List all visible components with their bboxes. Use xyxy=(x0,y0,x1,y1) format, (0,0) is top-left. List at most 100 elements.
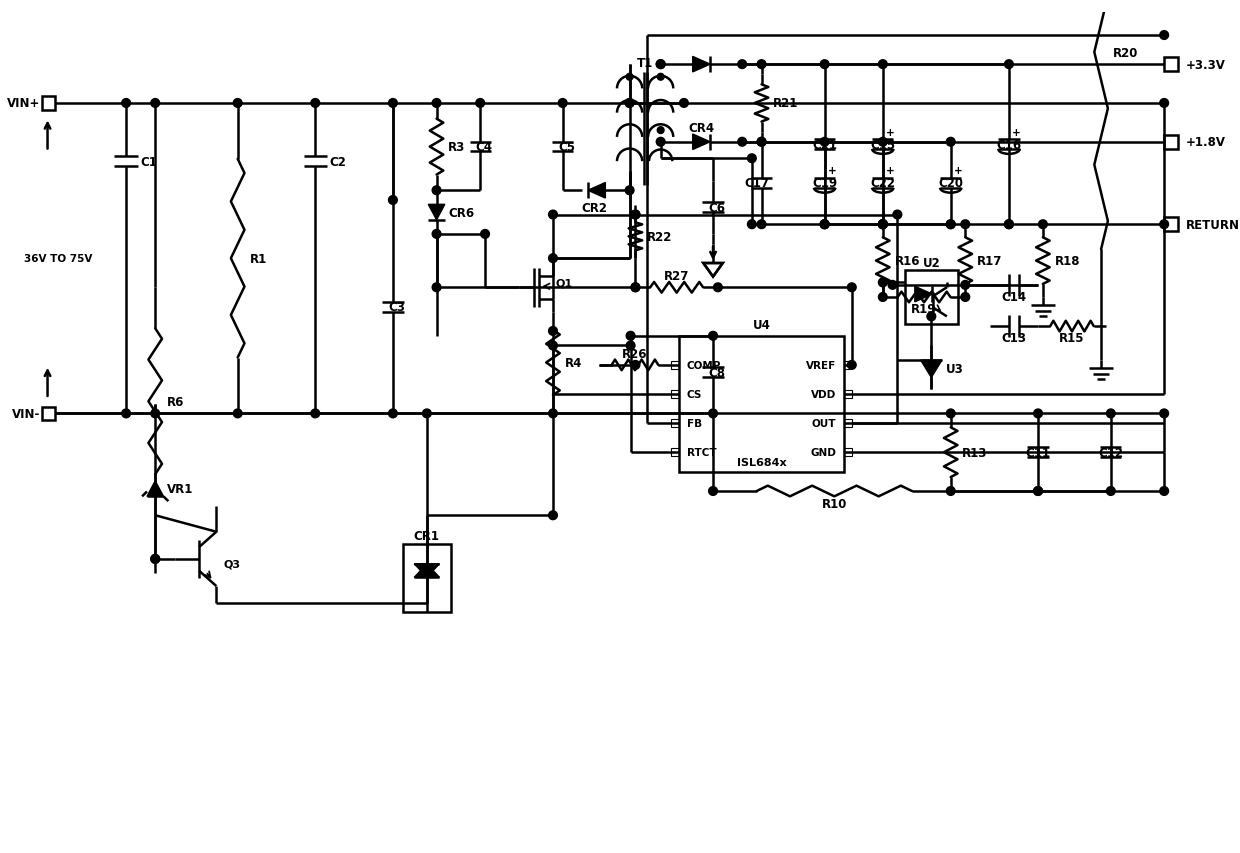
Circle shape xyxy=(548,211,557,219)
Circle shape xyxy=(878,221,887,229)
Text: VREF: VREF xyxy=(806,361,836,370)
Text: +: + xyxy=(1012,127,1021,137)
Circle shape xyxy=(709,487,718,496)
Circle shape xyxy=(1004,61,1013,69)
Circle shape xyxy=(1034,487,1043,496)
Polygon shape xyxy=(414,564,439,577)
Circle shape xyxy=(558,100,567,108)
Circle shape xyxy=(548,254,557,264)
Text: C1: C1 xyxy=(140,155,157,168)
Text: CR1: CR1 xyxy=(414,530,440,543)
Circle shape xyxy=(878,279,887,287)
Text: OUT: OUT xyxy=(812,419,836,428)
Text: Q1: Q1 xyxy=(556,278,573,288)
Circle shape xyxy=(878,221,887,229)
Circle shape xyxy=(433,283,441,293)
Circle shape xyxy=(423,409,432,418)
Circle shape xyxy=(311,409,320,418)
Circle shape xyxy=(946,487,955,496)
Circle shape xyxy=(847,361,856,370)
Circle shape xyxy=(820,138,830,147)
Text: C13: C13 xyxy=(1001,332,1027,345)
Circle shape xyxy=(748,221,756,229)
Circle shape xyxy=(151,409,160,418)
Text: Q3: Q3 xyxy=(223,559,241,569)
Bar xyxy=(844,362,852,369)
Text: R27: R27 xyxy=(663,270,689,283)
Circle shape xyxy=(713,283,722,293)
Circle shape xyxy=(151,555,160,564)
Text: C5: C5 xyxy=(558,141,575,154)
Polygon shape xyxy=(693,135,711,150)
Circle shape xyxy=(548,511,557,520)
Text: C16: C16 xyxy=(997,138,1022,152)
Circle shape xyxy=(680,100,688,108)
Text: GND: GND xyxy=(811,448,836,458)
Bar xyxy=(403,545,451,612)
Bar xyxy=(42,407,56,421)
Circle shape xyxy=(878,293,887,302)
Circle shape xyxy=(122,409,130,418)
Text: C19: C19 xyxy=(812,177,837,190)
Circle shape xyxy=(878,221,887,229)
Text: T1: T1 xyxy=(637,56,653,70)
Circle shape xyxy=(878,221,887,229)
Circle shape xyxy=(893,211,901,219)
Circle shape xyxy=(626,332,635,340)
Text: VIN+: VIN+ xyxy=(7,97,41,110)
Text: R10: R10 xyxy=(822,497,847,510)
Circle shape xyxy=(481,230,490,239)
Circle shape xyxy=(758,61,766,69)
Circle shape xyxy=(946,409,955,418)
Text: R19: R19 xyxy=(911,303,936,316)
Circle shape xyxy=(631,283,640,293)
Circle shape xyxy=(625,187,634,195)
Text: C11: C11 xyxy=(1025,446,1050,459)
Circle shape xyxy=(311,100,320,108)
Circle shape xyxy=(433,100,441,108)
Text: U2: U2 xyxy=(923,257,940,270)
Circle shape xyxy=(548,328,557,336)
Text: VDD: VDD xyxy=(811,390,836,399)
Circle shape xyxy=(657,74,665,81)
Text: +: + xyxy=(885,127,894,137)
Circle shape xyxy=(961,281,970,290)
Bar xyxy=(1164,218,1178,232)
Text: C12: C12 xyxy=(1099,446,1123,459)
Text: U4: U4 xyxy=(753,318,770,331)
Circle shape xyxy=(631,211,640,219)
Text: C3: C3 xyxy=(388,301,405,314)
Circle shape xyxy=(758,221,766,229)
Circle shape xyxy=(1159,32,1168,40)
Circle shape xyxy=(748,154,756,164)
Circle shape xyxy=(656,61,665,69)
Text: R3: R3 xyxy=(448,141,465,154)
Circle shape xyxy=(151,555,160,564)
Text: FB: FB xyxy=(687,419,702,428)
Circle shape xyxy=(625,100,634,108)
Text: +: + xyxy=(885,166,894,177)
Circle shape xyxy=(626,74,632,81)
Text: R26: R26 xyxy=(622,347,647,360)
Text: R17: R17 xyxy=(977,255,1002,268)
Circle shape xyxy=(738,61,746,69)
Circle shape xyxy=(1034,409,1043,418)
Circle shape xyxy=(631,211,640,219)
Text: R18: R18 xyxy=(1054,255,1080,268)
Text: RTCT: RTCT xyxy=(687,448,717,458)
Circle shape xyxy=(1106,487,1115,496)
Bar xyxy=(671,391,680,398)
Bar xyxy=(671,420,680,427)
Circle shape xyxy=(709,332,718,340)
Text: COMP: COMP xyxy=(687,361,722,370)
Circle shape xyxy=(1159,487,1168,496)
Circle shape xyxy=(709,409,718,418)
Text: C22: C22 xyxy=(870,177,895,190)
Polygon shape xyxy=(414,564,439,577)
Bar xyxy=(844,420,852,427)
Circle shape xyxy=(1159,100,1168,108)
Text: +3.3V: +3.3V xyxy=(1185,59,1225,72)
Text: VR1: VR1 xyxy=(167,483,193,496)
Circle shape xyxy=(631,361,640,370)
Circle shape xyxy=(888,281,897,290)
